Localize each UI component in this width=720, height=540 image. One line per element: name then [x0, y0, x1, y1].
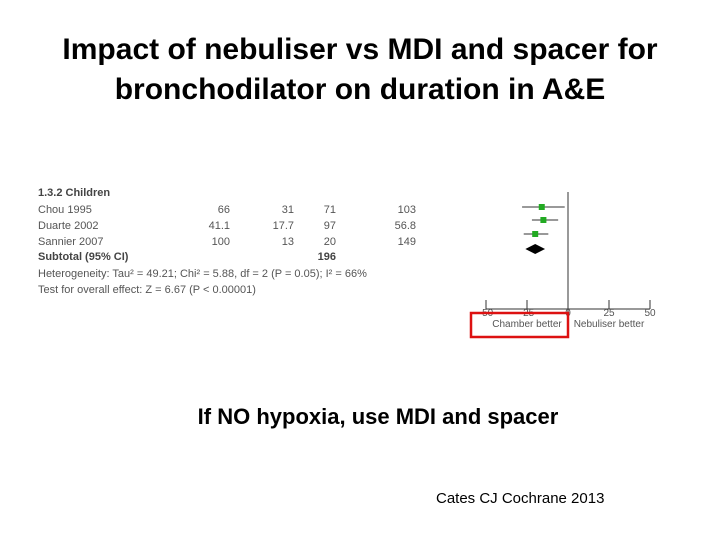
study-col1: 66 [218, 204, 230, 216]
subtotal-diamond [525, 244, 546, 254]
tick-label: 25 [603, 308, 615, 319]
study-name: Chou 1995 [38, 204, 92, 216]
slide-title: Impact of nebuliser vs MDI and spacer fo… [20, 30, 700, 110]
effect-marks [522, 204, 565, 254]
study-col1: 100 [212, 236, 230, 248]
subtotal-label: Subtotal (95% CI) [38, 251, 129, 263]
study-row: Duarte 2002 41.1 17.7 97 56.8 [38, 220, 416, 232]
study-col3: 97 [324, 220, 336, 232]
heterogeneity-text: Heterogeneity: Tau² = 49.21; Chi² = 5.88… [38, 268, 367, 280]
point-estimate [538, 204, 545, 210]
title-line-1: Impact of nebuliser vs MDI and spacer fo… [62, 33, 658, 66]
overall-effect-text: Test for overall effect: Z = 6.67 (P < 0… [38, 284, 256, 296]
right-axis-label: Nebuliser better [574, 319, 645, 330]
key-message: If NO hypoxia, use MDI and spacer [197, 404, 559, 429]
highlight-box [469, 311, 570, 339]
citation: Cates CJ Cochrane 2013 [436, 490, 605, 507]
study-col2: 13 [282, 236, 294, 248]
study-row: Sannier 2007 100 13 20 149 [38, 236, 416, 248]
study-row: Chou 1995 66 31 71 103 [38, 204, 416, 216]
study-col4: 56.8 [395, 220, 416, 232]
study-col2: 31 [282, 204, 294, 216]
study-name: Sannier 2007 [38, 236, 103, 248]
title-line-2: bronchodilator on duration in A&E [114, 73, 606, 106]
tick-label: 50 [644, 308, 656, 319]
study-col3: 20 [324, 236, 336, 248]
subtotal-row: Subtotal (95% CI) 196 [38, 251, 336, 263]
study-col4: 149 [398, 236, 416, 248]
subtotal-total: 196 [318, 251, 336, 263]
point-estimate [540, 217, 547, 223]
study-col1: 41.1 [209, 220, 230, 232]
point-estimate [532, 231, 539, 237]
left-axis-label: Chamber better [492, 319, 562, 330]
section-label: 1.3.2 Children [38, 187, 110, 199]
study-col2: 17.7 [273, 220, 294, 232]
study-name: Duarte 2002 [38, 220, 99, 232]
study-col4: 103 [398, 204, 416, 216]
study-col3: 71 [324, 204, 336, 216]
